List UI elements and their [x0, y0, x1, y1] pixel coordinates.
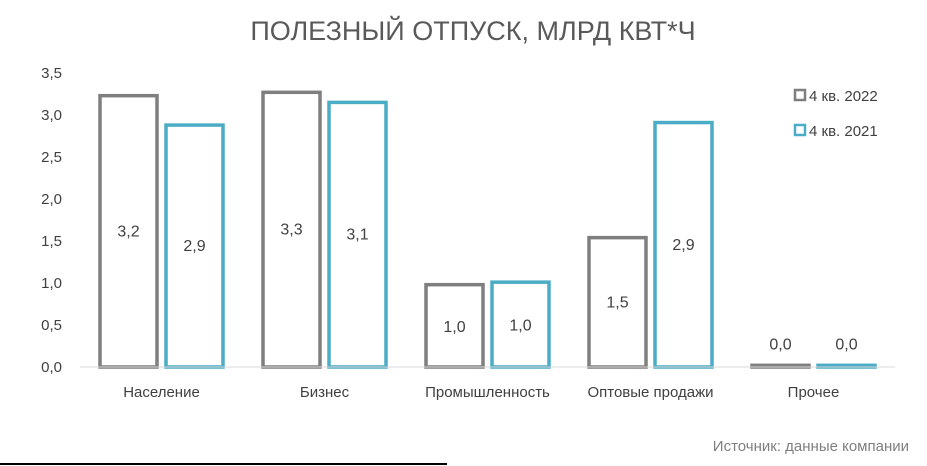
category-label: Бизнес [300, 384, 350, 401]
y-tick-label: 1,5 [41, 233, 62, 250]
y-tick-label: 3,0 [41, 107, 62, 124]
legend-label: 4 кв. 2022 [809, 88, 878, 105]
data-label: 2,9 [183, 238, 205, 255]
legend-label: 4 кв. 2021 [809, 123, 878, 140]
data-label: 3,1 [346, 227, 368, 244]
y-tick-label: 0,5 [41, 317, 62, 334]
y-tick-label: 1,0 [41, 275, 62, 292]
legend: 4 кв. 2022 4 кв. 2021 [793, 88, 878, 140]
data-label: 0,0 [835, 336, 857, 353]
legend-swatch [793, 88, 807, 102]
category-label: Прочее [788, 384, 840, 401]
data-label: 3,3 [280, 222, 302, 239]
category-labels: Население Бизнес Промышленность Оптовые про… [123, 384, 839, 401]
y-tick-label: 2,5 [41, 149, 62, 166]
y-tick-label: 2,0 [41, 191, 62, 208]
bar [327, 100, 388, 369]
bars: 3,2 2,9 3,3 3,1 1,0 1,0 1,5 2,9 0,0 0,0 [98, 90, 877, 369]
y-tick-label: 3,5 [41, 65, 62, 82]
data-label: 1,0 [443, 319, 465, 336]
legend-swatch [793, 123, 807, 137]
data-label: 2,9 [672, 237, 694, 254]
data-label: 1,0 [509, 318, 531, 335]
data-label: 0,0 [769, 336, 791, 353]
data-label: 1,5 [606, 294, 628, 311]
source-note: Источник: данные компании [713, 438, 909, 455]
y-axis: 0,0 0,5 1,0 1,5 2,0 2,5 3,0 3,5 [41, 65, 62, 376]
category-label: Население [123, 384, 200, 401]
y-tick-label: 0,0 [41, 359, 62, 376]
category-label: Промышленность [425, 384, 550, 401]
data-label: 3,2 [117, 223, 139, 240]
chart-title: ПОЛЕЗНЫЙ ОТПУСК, МЛРД КВТ*Ч [250, 15, 695, 46]
bar [490, 280, 551, 369]
bar [98, 93, 159, 369]
category-label: Оптовые продажи [587, 384, 713, 401]
bar [653, 120, 714, 369]
